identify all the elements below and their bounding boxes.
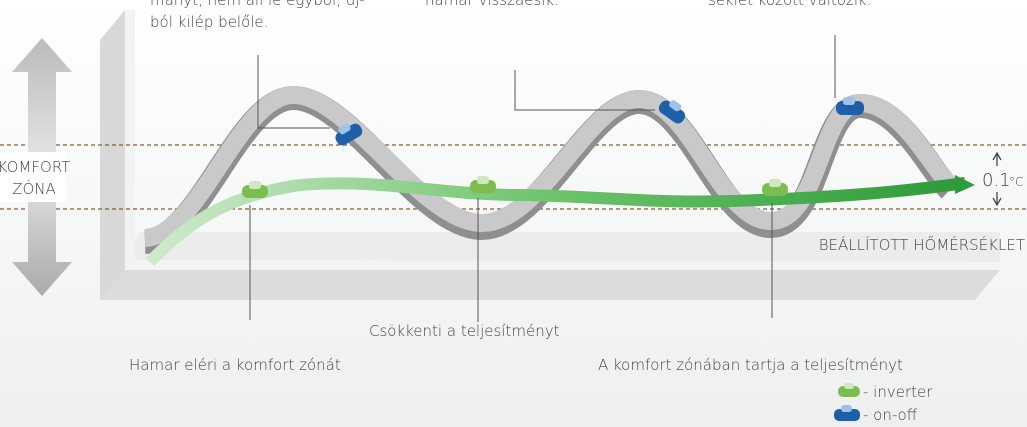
callout: A komfort zónában tartja a teljesítményt: [598, 356, 903, 374]
top-note: hamar visszaesik.: [425, 0, 559, 9]
comfort-label: KOMFORT: [0, 158, 70, 176]
top-note: ból kilép belőle.: [150, 13, 268, 31]
legend-label: - inverter: [863, 383, 933, 401]
comfort-label: ZÓNA: [12, 179, 56, 198]
legend-label: - on-off: [863, 406, 918, 424]
callout: Csökkenti a teljesítményt: [369, 322, 560, 340]
callout: Hamar eléri a komfort zónát: [129, 356, 341, 374]
wall: [100, 10, 125, 300]
tolerance-unit: °C: [1009, 175, 1023, 189]
wall-face: [125, 10, 135, 270]
set-temperature: BEÁLLÍTOTT HŐMÉRSÉKLET: [819, 235, 1025, 254]
tolerance-value: 0.1: [982, 170, 1011, 191]
diagram: KOMFORT ZÓNA mányt, nem áll le egyből, ú…: [0, 0, 1027, 427]
floor: [100, 270, 1000, 300]
top-note: mányt, nem áll le egyből, új-: [150, 0, 365, 9]
top-note: séklet között változik.: [708, 0, 871, 9]
